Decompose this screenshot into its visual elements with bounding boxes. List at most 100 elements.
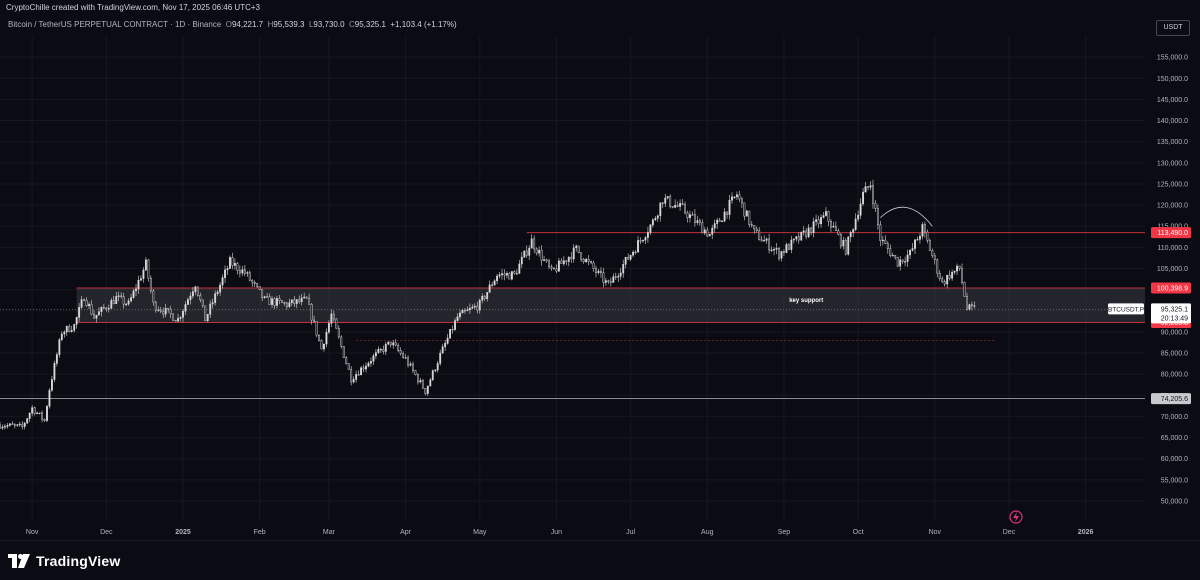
candle-body	[498, 274, 501, 277]
candle-body	[58, 339, 61, 355]
candle-body	[179, 317, 182, 319]
lightning-icon[interactable]	[1009, 510, 1023, 524]
candle-body	[587, 258, 590, 262]
candle-body	[661, 202, 664, 204]
close-value: 95,325.1	[354, 20, 386, 29]
candle-body	[397, 344, 400, 351]
candle-body	[85, 300, 88, 307]
candle-body	[31, 407, 34, 414]
credit-text: CryptoChille created with TradingView.co…	[6, 3, 260, 12]
level-label-red-bg	[1151, 282, 1191, 294]
candle-body	[33, 407, 36, 414]
candle-body	[956, 265, 958, 272]
candle-body	[901, 259, 904, 262]
candle-body	[288, 302, 291, 307]
candle-body	[488, 284, 491, 293]
candle-body	[130, 297, 132, 302]
candle-body	[795, 236, 798, 240]
candle-body	[810, 227, 813, 234]
candle-body	[765, 238, 768, 241]
candle-body	[941, 278, 944, 282]
candle-body	[172, 313, 175, 321]
candle-body	[83, 299, 86, 301]
candle-body	[884, 239, 887, 244]
candle-body	[182, 310, 184, 318]
candle-body	[429, 379, 432, 387]
candle-body	[716, 219, 719, 224]
candle-body	[617, 275, 620, 278]
y-tick-label: 80,000.0	[1161, 372, 1188, 379]
candle-body	[852, 229, 855, 233]
candle-body	[817, 219, 820, 225]
candle-body	[708, 234, 711, 237]
candle-body	[689, 214, 691, 219]
candle-body	[246, 272, 249, 274]
candle-body	[251, 279, 254, 283]
candle-body	[864, 186, 867, 193]
x-tick-label: 2025	[175, 529, 191, 536]
candle-body	[189, 295, 192, 300]
candle-body	[379, 348, 382, 351]
candle-body	[540, 249, 543, 261]
candle-body	[963, 282, 966, 297]
candle-body	[177, 318, 179, 322]
candle-body	[278, 298, 281, 301]
candle-body	[436, 363, 439, 371]
candle-body	[773, 249, 775, 251]
candle-body	[318, 334, 320, 341]
arc-annotation	[880, 206, 933, 227]
candle-body	[419, 380, 422, 383]
candle-body	[686, 212, 689, 219]
candle-body	[95, 314, 98, 319]
candle-body	[666, 196, 669, 199]
support-zone	[76, 287, 1145, 323]
candle-body	[535, 248, 538, 254]
level-label-gray-bg	[1151, 393, 1191, 405]
candle-body	[916, 239, 919, 241]
candle-body	[303, 296, 306, 299]
candle-body	[904, 261, 907, 263]
candle-body	[350, 369, 353, 383]
candle-body	[506, 273, 508, 276]
candle-body	[718, 219, 721, 222]
candle-body	[515, 272, 518, 275]
candle-body	[656, 215, 659, 219]
price-chart[interactable]: key support 50,000.0 55,000.0 60,000.0 65,00…	[0, 16, 1200, 540]
candle-body	[140, 278, 142, 281]
y-tick-label: 105,000.0	[1157, 266, 1188, 273]
candle-body	[530, 238, 533, 249]
candle-body	[711, 227, 714, 235]
candle-body	[832, 225, 835, 228]
candle-body	[676, 204, 679, 207]
candle-body	[874, 202, 877, 209]
candle-body	[538, 249, 541, 254]
candle-body	[162, 310, 165, 315]
candle-body	[399, 350, 402, 354]
y-tick-label: 65,000.0	[1161, 435, 1188, 442]
candle-body	[572, 247, 575, 260]
candle-body	[550, 266, 553, 269]
level-label-red: 100,398.9	[1157, 285, 1188, 292]
currency-selector[interactable]: USDT	[1156, 20, 1190, 36]
candle-body	[53, 363, 56, 380]
candle-body	[117, 295, 120, 297]
candle-body	[580, 252, 583, 260]
candle-body	[451, 329, 454, 331]
open-value: 94,221.7	[231, 20, 264, 29]
x-tick-label: Mar	[323, 529, 336, 536]
candle-body	[332, 313, 335, 320]
candle-body	[783, 251, 785, 253]
candle-body	[135, 288, 137, 292]
candle-body	[221, 277, 224, 286]
candle-body	[815, 219, 818, 222]
candle-body	[501, 273, 503, 276]
candle-body	[931, 250, 934, 257]
candle-body	[320, 339, 323, 350]
candle-body	[649, 224, 652, 233]
symbol-tag: BTCUSDT.P	[1108, 306, 1144, 313]
candle-body	[446, 337, 449, 344]
chart-canvas[interactable]: key support 50,000.0 55,000.0 60,000.0 65,00…	[0, 16, 1200, 540]
tradingview-logo[interactable]: TradingView	[8, 553, 120, 569]
candle-body	[973, 305, 976, 307]
y-tick-label: 55,000.0	[1161, 477, 1188, 484]
